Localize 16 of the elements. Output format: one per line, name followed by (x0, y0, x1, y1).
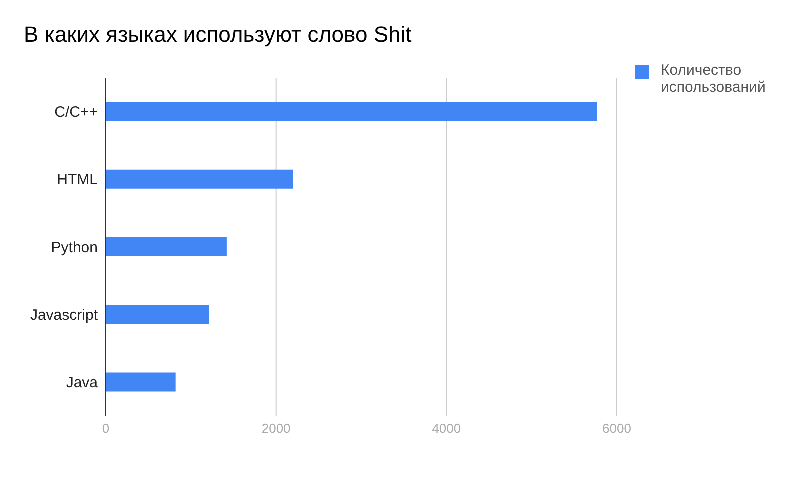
chart-title: В каких языках используют слово Shit (24, 22, 412, 48)
y-tick-label: C/C++ (54, 104, 98, 122)
y-tick-label: HTML (57, 172, 98, 189)
bar (106, 372, 176, 392)
bar (106, 102, 598, 122)
bar (106, 305, 210, 324)
bar (106, 170, 294, 189)
legend-label: Количество использований (661, 62, 767, 96)
x-tick-label: 0 (102, 421, 110, 436)
y-tick-label: Python (51, 239, 98, 256)
x-tick-label: 2000 (262, 421, 291, 436)
x-tick-label: 6000 (602, 421, 632, 436)
x-tick-label: 4000 (432, 421, 462, 436)
y-tick-label: Java (66, 374, 99, 392)
y-tick-label: Javascript (30, 306, 99, 324)
bar (106, 238, 227, 257)
